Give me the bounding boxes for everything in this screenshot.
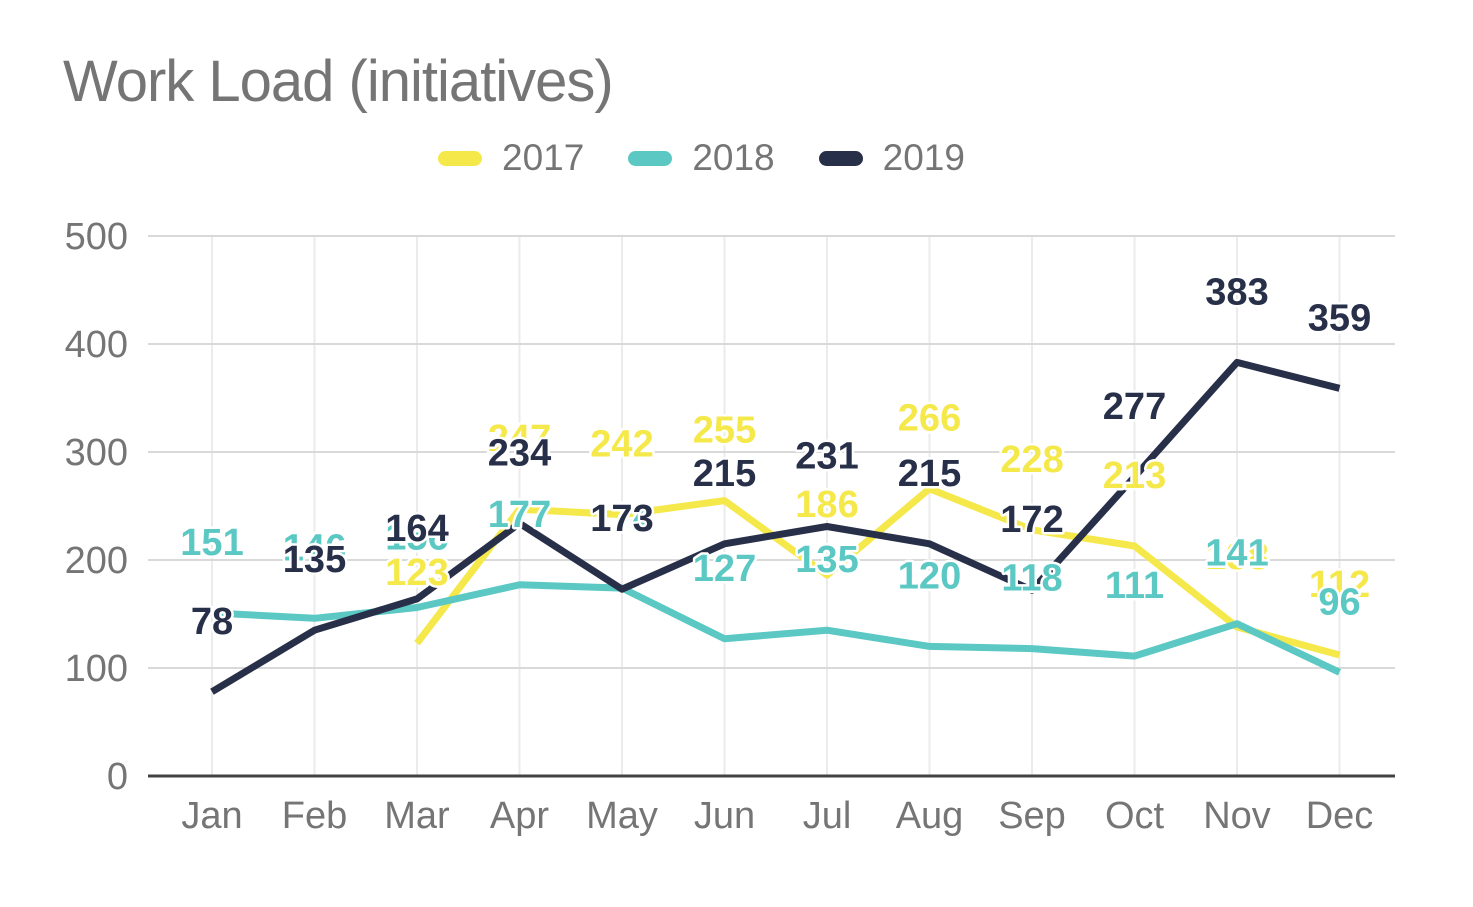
data-labels-2017: 123 247 242 255 186 266 228 213 138 112	[383, 395, 1373, 608]
data-label-2019-Aug: 215	[898, 453, 961, 495]
data-label-2018-Apr: 177	[488, 494, 551, 536]
data-label-2018-Dec: 96	[1318, 581, 1360, 623]
data-label-2018-Jan: 151	[180, 522, 243, 564]
data-label-2017-Jun: 255	[693, 410, 756, 452]
data-label-2017-Sep: 228	[1000, 439, 1063, 481]
data-label-2017-Dec: 112	[1309, 564, 1370, 606]
y-axis-tick-labels: 0 100 200 300 400 500	[65, 216, 128, 798]
data-label-2019-Apr: 234	[488, 432, 551, 474]
data-label-2019-Nov: 383	[1205, 271, 1268, 313]
data-label-2018-Oct: 111	[1105, 565, 1164, 607]
x-axis-tick-label-Jul: Jul	[803, 795, 852, 837]
y-axis-tick-label: 500	[65, 216, 128, 258]
legend-swatch-2017	[438, 150, 482, 166]
series-line-2017	[414, 485, 1341, 659]
x-axis-tick-label-Feb: Feb	[282, 795, 347, 837]
y-axis-tick-label: 0	[107, 756, 128, 798]
x-axis-tick-label-May: May	[586, 795, 658, 837]
data-label-2017-Aug: 266	[898, 398, 961, 440]
data-label-2017-Nov: 138	[1205, 536, 1268, 578]
legend-item-2017: 2017	[438, 137, 584, 179]
y-axis-tick-label: 100	[65, 648, 128, 690]
x-axis-tick-label-Dec: Dec	[1306, 795, 1374, 837]
data-label-2018-Feb: 146	[283, 527, 346, 569]
y-axis-tick-label: 400	[65, 324, 128, 366]
data-label-2019-Oct: 277	[1103, 386, 1166, 428]
data-label-2018-Aug: 120	[898, 555, 961, 597]
chart-title: Work Load (initiatives)	[63, 49, 614, 114]
data-label-2019-Feb: 135	[283, 539, 346, 581]
data-label-2018-Nov: 141	[1205, 533, 1268, 575]
x-axis-tick-label-Oct: Oct	[1105, 795, 1165, 837]
data-label-2019-Jan: 78	[191, 601, 233, 643]
series-line-2018	[211, 581, 1341, 676]
data-label-2018-Mar: 156	[385, 517, 448, 559]
data-label-2017-Apr: 247	[488, 418, 551, 460]
series-line-2019	[210, 358, 1341, 695]
x-axis-tick-labels: Jan Feb Mar Apr May Jun Jul Aug Sep Oct Nov Dec	[181, 795, 1373, 837]
data-label-2019-Sep: 172	[1000, 499, 1063, 541]
data-label-2018-May: 174	[590, 497, 653, 539]
legend-item-2018: 2018	[628, 137, 775, 179]
vertical-gridlines	[211, 236, 1341, 776]
data-label-2017-Oct: 213	[1103, 455, 1166, 497]
x-axis-tick-label-Jan: Jan	[181, 795, 242, 837]
y-axis-tick-label: 200	[65, 540, 128, 582]
y-axis-tick-label: 300	[65, 432, 128, 474]
data-label-2019-Mar: 164	[385, 508, 448, 550]
x-axis-tick-label-Mar: Mar	[384, 795, 450, 837]
legend-swatch-2018	[628, 150, 673, 166]
data-labels-2019: 78 135 164 234 173 215 231 215 172 277 383 359	[188, 269, 1373, 645]
data-label-2019-Jul: 231	[795, 436, 858, 478]
data-label-2017-May: 242	[590, 424, 653, 466]
data-label-2018-Jun: 127	[693, 548, 756, 590]
data-label-2019-May: 173	[590, 498, 653, 540]
data-label-2018-Jul: 135	[795, 539, 858, 581]
x-axis-tick-label-Nov: Nov	[1203, 795, 1271, 837]
data-label-2017-Jul: 186	[795, 484, 858, 526]
legend-label: 2017	[502, 137, 585, 178]
legend-label: 2019	[882, 137, 965, 178]
legend-item-2019: 2019	[818, 137, 965, 179]
legend-swatch-2019	[818, 150, 863, 166]
legend-label: 2018	[692, 137, 775, 178]
x-axis-tick-label-Jun: Jun	[694, 795, 755, 837]
data-label-2019-Jun: 215	[693, 453, 756, 495]
horizontal-gridlines	[148, 235, 1395, 669]
data-labels-2018: 151 146 156 177 174 127 135 120 118 111 141 96	[178, 491, 1363, 626]
x-axis-tick-label-Sep: Sep	[998, 795, 1066, 837]
data-label-2019-Dec: 359	[1308, 297, 1371, 339]
data-label-2017-Mar: 123	[385, 552, 448, 594]
x-axis-tick-label-Apr: Apr	[490, 795, 549, 837]
data-label-2018-Sep: 118	[1001, 558, 1062, 600]
x-axis-tick-label-Aug: Aug	[896, 795, 964, 837]
legend: 2017 2018 2019	[438, 137, 965, 179]
